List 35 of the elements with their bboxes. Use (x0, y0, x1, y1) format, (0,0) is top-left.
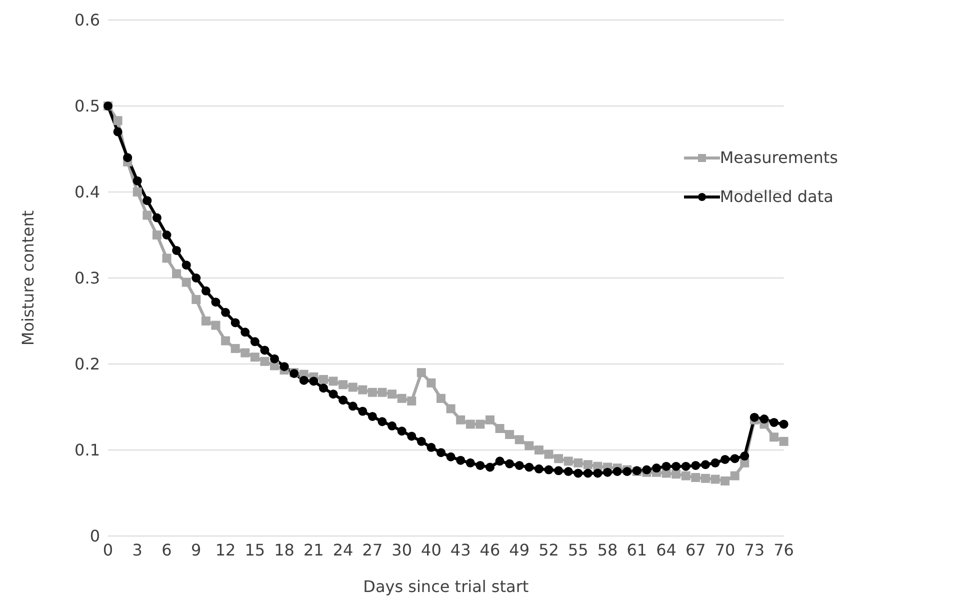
y-tick-label: 0 (90, 526, 100, 546)
x-tick-label: 73 (744, 540, 765, 560)
x-tick-label: 27 (362, 540, 383, 560)
x-tick-label: 46 (480, 540, 500, 560)
legend-label: Modelled data (720, 187, 834, 206)
x-tick-label: 58 (597, 540, 618, 560)
x-tick-label: 12 (215, 540, 236, 560)
y-tick-label: 0.1 (74, 440, 100, 460)
x-tick-label: 40 (421, 540, 442, 560)
y-axis-title: Moisture content (18, 210, 38, 346)
y-tick-label: 0.6 (74, 10, 100, 30)
x-tick-label: 6 (162, 540, 172, 560)
x-tick-label: 43 (450, 540, 471, 560)
legend-label: Measurements (720, 148, 838, 167)
x-tick-label: 3 (132, 540, 142, 560)
y-tick-label: 0.5 (74, 96, 100, 116)
y-tick-label: 0.3 (74, 268, 100, 288)
x-tick-label: 21 (304, 540, 324, 560)
x-tick-label: 0 (102, 540, 114, 560)
x-tick-label: 61 (626, 540, 648, 560)
x-tick-label: 76 (774, 540, 794, 560)
x-tick-label: 55 (568, 540, 588, 560)
x-tick-label: 70 (714, 540, 736, 560)
x-tick-label: 9 (191, 540, 202, 560)
x-tick-label: 52 (538, 540, 559, 560)
x-tick-label: 18 (274, 540, 294, 560)
y-tick-label: 0.4 (74, 182, 100, 202)
x-tick-label: 49 (509, 540, 530, 560)
x-axis-title: Days since trial start (363, 577, 529, 596)
x-tick-label: 24 (332, 540, 354, 560)
x-tick-label: 30 (392, 540, 412, 560)
x-tick-label: 15 (244, 540, 266, 560)
y-tick-label: 0.2 (74, 354, 100, 374)
x-tick-label: 67 (685, 540, 706, 560)
x-tick-label: 64 (656, 540, 676, 560)
